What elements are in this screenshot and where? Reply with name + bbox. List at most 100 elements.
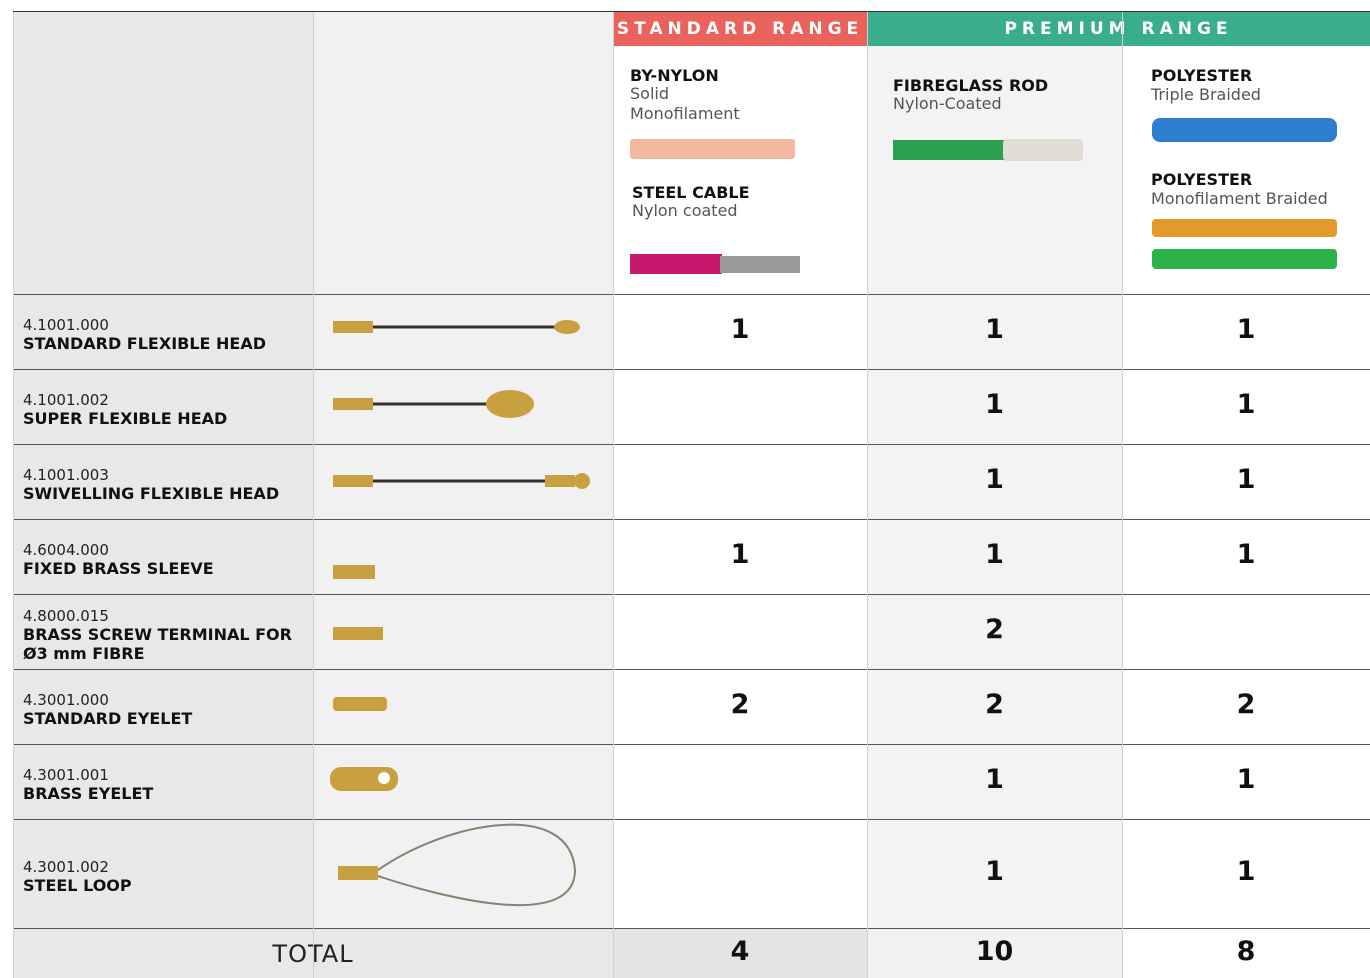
product-code: 4.3001.000 [23,691,109,709]
quantity: 1 [1236,388,1256,420]
quantity: 1 [1236,313,1256,345]
quantity: 1 [985,313,1004,345]
swatch [1152,249,1337,269]
row-rule [13,369,1370,370]
product-code: 4.1001.000 [23,316,109,334]
quantity: 1 [985,538,1004,570]
header-cell [313,12,613,294]
cell [13,744,313,819]
product-code: 4.1001.002 [23,391,109,409]
material-name: POLYESTER [1151,170,1253,189]
cell [313,444,613,519]
premium-range: PREMIUM RANGE [867,12,1370,46]
cell [613,294,867,369]
row-label: 4.6004.000 FIXED BRASS SLEEVE [23,519,303,594]
swatch [630,254,722,274]
cell [613,819,867,928]
row-label: 4.3001.002 STEEL LOOP [23,819,303,928]
material-desc: Solid Monofilament [630,84,740,123]
cell [13,594,313,669]
cell [313,669,613,744]
cell [867,594,1122,669]
cell [867,744,1122,819]
total-cell [613,928,867,978]
cell [867,819,1122,928]
cell [13,819,313,928]
cell [613,669,867,744]
product-name: BRASS EYELET [23,784,154,803]
total-value: 4 [730,936,750,967]
product-code: 4.6004.000 [23,541,109,559]
cell [313,369,613,444]
material-name: POLYESTER [1151,66,1253,85]
swatch [630,139,795,159]
product-code: 4.3001.001 [23,766,109,784]
cell [1122,294,1370,369]
cell [313,594,613,669]
row-rule [13,819,1370,820]
quantity: 1 [730,538,750,570]
cell [867,669,1122,744]
row-rule [13,594,1370,595]
cell [613,519,867,594]
quantity: 1 [1236,463,1256,495]
quantity: 1 [985,388,1004,420]
swatch [1152,219,1337,237]
top-rule [13,11,1370,12]
header-cell [867,46,1122,294]
product-name: SUPER FLEXIBLE HEAD [23,409,228,428]
cell [13,444,313,519]
left-rule [13,12,14,978]
cell [13,369,313,444]
product-name: STANDARD FLEXIBLE HEAD [23,334,267,353]
cell [1122,594,1370,669]
row-label: 4.8000.015 BRASS SCREW TERMINAL FOR Ø3 mm… [23,594,303,669]
cell [867,294,1122,369]
cell [613,594,867,669]
row-label: 4.3001.001 BRASS EYELET [23,744,303,819]
cell [867,369,1122,444]
quantity: 1 [985,855,1004,887]
row-label: 4.3001.000 STANDARD EYELET [23,669,303,744]
column-rule [867,12,868,978]
quantity: 2 [985,613,1004,645]
product-name: BRASS SCREW TERMINAL FOR Ø3 mm FIBRE [23,624,292,663]
quantity: 1 [1236,538,1256,570]
cell [613,744,867,819]
cell [313,744,613,819]
quantity: 2 [730,688,750,720]
row-label: 4.1001.003 SWIVELLING FLEXIBLE HEAD [23,444,303,519]
product-name: STEEL LOOP [23,876,132,895]
row-rule [13,519,1370,520]
material-desc: Monofilament Braided [1151,189,1328,208]
cell [1122,519,1370,594]
cell [1122,819,1370,928]
column-rule [313,12,314,978]
row-rule [13,294,1370,295]
cell [1122,744,1370,819]
product-code: 4.8000.015 [23,606,109,625]
quantity: 1 [1236,855,1256,887]
column-rule [1122,12,1123,978]
row-rule [13,669,1370,670]
cell [613,444,867,519]
quantity: 1 [985,763,1004,795]
total-cell [867,928,1122,978]
cell [1122,444,1370,519]
product-code: 4.1001.003 [23,466,109,484]
standard-range: STANDARD RANGE [613,12,867,46]
product-name: FIXED BRASS SLEEVE [23,559,214,578]
cell [1122,669,1370,744]
material-desc: Triple Braided [1151,85,1261,104]
cell [1122,369,1370,444]
swatch [1152,118,1337,142]
cell [313,819,613,928]
cell [313,519,613,594]
product-name: SWIVELLING FLEXIBLE HEAD [23,484,280,503]
total-label: TOTAL [272,940,354,968]
total-rule [13,928,1370,929]
material-name: FIBREGLASS ROD [893,76,1049,95]
cell [313,294,613,369]
cell [13,294,313,369]
